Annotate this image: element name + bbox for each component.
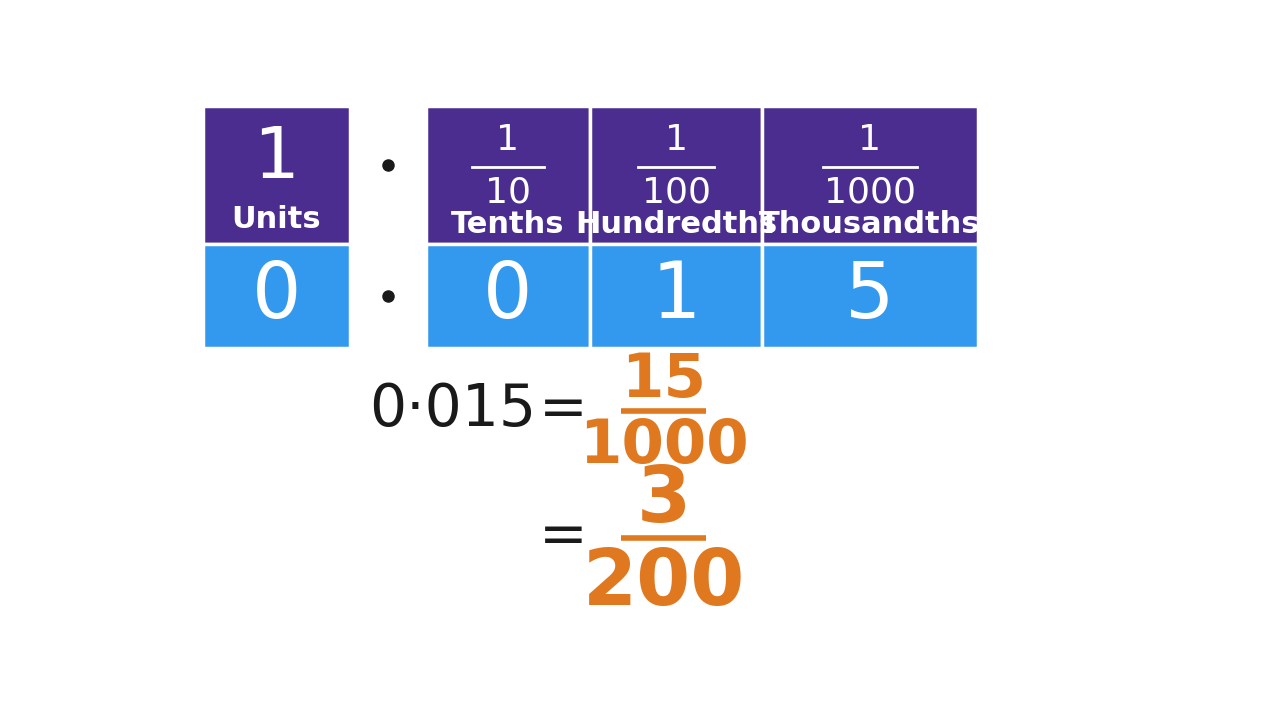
Text: 1000: 1000 <box>579 418 749 476</box>
FancyBboxPatch shape <box>202 244 349 348</box>
Text: 10: 10 <box>485 176 531 210</box>
FancyBboxPatch shape <box>762 106 978 244</box>
FancyBboxPatch shape <box>426 106 590 244</box>
Text: 1: 1 <box>652 258 701 334</box>
FancyBboxPatch shape <box>762 244 978 348</box>
Text: 15: 15 <box>621 351 707 410</box>
FancyBboxPatch shape <box>590 106 762 244</box>
Text: 3: 3 <box>636 462 691 538</box>
Text: 0: 0 <box>484 258 532 334</box>
Text: 1: 1 <box>859 123 882 157</box>
Text: Thousandths: Thousandths <box>759 210 980 240</box>
Text: 0·015: 0·015 <box>369 382 536 438</box>
FancyBboxPatch shape <box>426 244 590 348</box>
FancyBboxPatch shape <box>590 244 762 348</box>
Text: 1: 1 <box>664 123 687 157</box>
Text: 0: 0 <box>252 258 301 334</box>
Text: Tenths: Tenths <box>452 210 564 240</box>
Text: Units: Units <box>232 205 321 234</box>
Text: 1000: 1000 <box>824 176 916 210</box>
FancyBboxPatch shape <box>202 106 349 244</box>
Text: =: = <box>539 508 588 565</box>
Text: 200: 200 <box>582 545 745 621</box>
Text: 100: 100 <box>641 176 710 210</box>
Text: Hundredths: Hundredths <box>575 210 777 240</box>
Text: 5: 5 <box>845 258 895 334</box>
Text: =: = <box>539 382 588 438</box>
Text: 1: 1 <box>253 124 300 192</box>
Text: 1: 1 <box>497 123 520 157</box>
